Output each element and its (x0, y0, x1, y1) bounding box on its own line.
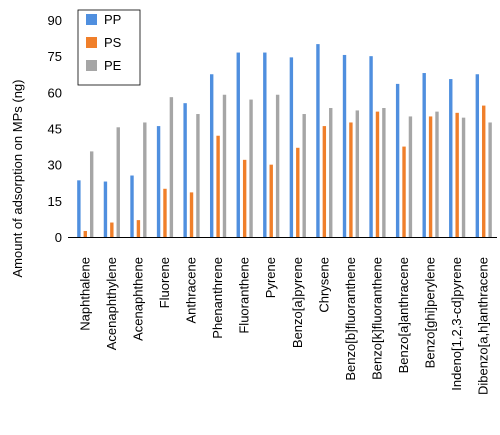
legend-swatch-ps (86, 37, 97, 48)
y-axis-title: Amount of adsorption on MPs (ng) (10, 80, 25, 278)
bar-pp-1 (103, 181, 108, 237)
bar-pe-10 (355, 110, 360, 237)
bar-pp-7 (263, 52, 267, 237)
bar-ps-6 (242, 159, 247, 237)
bar-pp-11 (369, 56, 373, 237)
bars-layer (77, 44, 492, 238)
bar-pe-2 (143, 122, 147, 237)
category-label: Benzo[b]fluoranthene (343, 257, 358, 381)
category-label: Fluoranthene (237, 257, 252, 334)
bar-pp-15 (475, 74, 480, 237)
category-label: Dibenzo[a,h]anthracene (476, 257, 491, 395)
bar-pp-3 (156, 126, 161, 237)
bar-pp-6 (236, 52, 240, 237)
bar-ps-11 (375, 111, 380, 237)
bar-pe-6 (249, 99, 253, 237)
bar-ps-7 (269, 164, 273, 237)
bar-pe-12 (408, 116, 413, 237)
bar-pe-11 (382, 108, 386, 237)
y-tick-labels: 0 15 30 45 60 75 90 (48, 13, 62, 245)
category-label: Indeno[1,2,3-cd]pyrene (449, 257, 464, 391)
category-label: Benzo[a]anthracene (396, 257, 411, 373)
bar-ps-9 (322, 126, 327, 237)
category-label: Benzo[a]pyrene (290, 257, 305, 348)
category-label: Acenaphthene (130, 257, 145, 341)
bar-pe-4 (196, 114, 200, 237)
category-label: Anthracene (184, 257, 199, 324)
category-labels: Naphthalene Acenaphthylene Acenaphthene Flu… (77, 257, 490, 395)
y-tick-label: 75 (48, 49, 62, 64)
bar-pp-10 (342, 54, 347, 238)
bar-pp-4 (183, 103, 187, 238)
bar-pp-2 (130, 175, 134, 237)
y-tick-label: 45 (48, 122, 62, 137)
bar-ps-1 (110, 222, 114, 237)
bar-pe-1 (116, 127, 120, 237)
legend-swatch-pp (86, 14, 97, 25)
category-label: Benzo[ghi]perylene (423, 257, 438, 368)
bar-pp-5 (209, 74, 214, 237)
bar-pp-8 (289, 57, 294, 238)
bar-ps-8 (296, 147, 300, 237)
bar-pp-0 (77, 180, 81, 237)
bar-ps-10 (349, 122, 353, 237)
y-tick-label: 15 (48, 194, 62, 209)
bar-pp-13 (422, 73, 426, 237)
bar-pe-14 (461, 117, 466, 237)
category-label: Benzo[k]fluoranthene (369, 257, 384, 380)
legend-label-ps: PS (104, 35, 122, 50)
category-label: Pyrene (263, 257, 278, 298)
legend-label-pp: PP (104, 12, 121, 27)
bar-pe-3 (169, 97, 174, 237)
bar-ps-13 (428, 116, 433, 237)
bar-ps-14 (455, 112, 459, 237)
y-tick-label: 60 (48, 85, 62, 100)
legend-label-pe: PE (104, 58, 122, 73)
bar-pp-14 (449, 79, 453, 237)
bar-ps-3 (163, 188, 167, 237)
category-label: Phenanthrene (210, 257, 225, 339)
bar-ps-0 (83, 230, 87, 237)
bar-pe-7 (275, 94, 280, 238)
bar-ps-2 (136, 220, 141, 237)
y-tick-label: 30 (48, 158, 62, 173)
bar-pe-8 (302, 114, 306, 237)
legend: PP PS PE (77, 9, 141, 86)
category-label: Acenaphthylene (104, 257, 119, 350)
bar-pe-0 (89, 151, 94, 237)
y-tick-label: 90 (48, 13, 62, 28)
category-label: Fluorene (157, 257, 172, 308)
y-tick-label: 0 (55, 230, 62, 245)
bar-pp-9 (316, 44, 320, 237)
category-label: Naphthalene (77, 257, 92, 331)
category-label: Chrysene (316, 257, 331, 313)
bar-ps-12 (402, 146, 406, 237)
legend-swatch-pe (86, 60, 97, 71)
bar-pe-15 (488, 122, 492, 237)
bar-pp-12 (395, 83, 400, 237)
bar-pe-9 (329, 108, 333, 237)
bar-pe-5 (222, 94, 227, 238)
bar-ps-5 (216, 135, 220, 237)
bar-ps-15 (482, 105, 486, 237)
bar-ps-4 (189, 192, 194, 237)
bar-pe-13 (435, 111, 439, 237)
